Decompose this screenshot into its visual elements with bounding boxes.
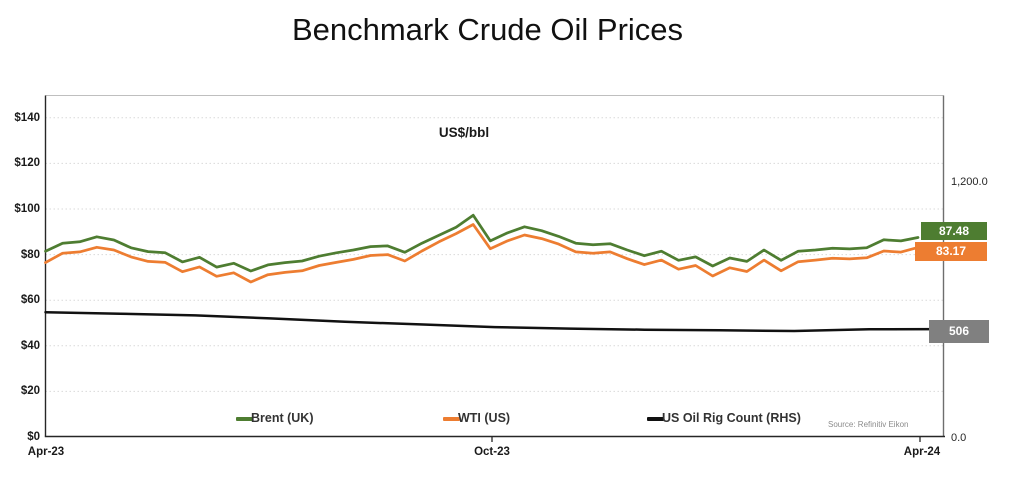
wti-line: [44, 223, 920, 284]
y-axis-tick-label: $20: [20, 385, 40, 398]
y-axis-tick-label: $40: [20, 339, 40, 352]
rig-count-legend-label: US Oil Rig Count (RHS): [662, 411, 801, 425]
unit-label: US$/bbl: [438, 125, 490, 140]
y-axis-tick-label: $0: [27, 431, 40, 443]
x-tick-label-apr23: Apr-23: [27, 446, 65, 458]
wti-value-badge: 83.17: [915, 242, 987, 261]
wti-legend-swatch: [443, 417, 460, 421]
x-axis-ticks: [491, 436, 921, 442]
gridlines: [45, 117, 944, 392]
brent-legend-swatch: [236, 417, 253, 421]
y-axis-tick-label: $60: [20, 294, 40, 307]
y-axis-tick-label: $140: [14, 111, 40, 124]
source-note: Source: Refinitiv Eikon: [828, 420, 909, 429]
y-axis-tick-label: $100: [14, 203, 40, 215]
brent-value-badge: 87.48: [921, 222, 987, 240]
y-axis-tick-label: $80: [20, 248, 40, 261]
brent-legend-label: Brent (UK): [251, 411, 314, 425]
y-axis-tick-label: $120: [14, 157, 40, 170]
x-tick-label-apr24: Apr-24: [903, 446, 941, 458]
rig-count-value-badge: 506: [929, 320, 989, 343]
brent-line: [44, 213, 920, 273]
chart-title: Benchmark Crude Oil Prices: [291, 12, 684, 47]
rig-count-line: [44, 310, 946, 333]
rig-count-legend-swatch: [647, 417, 664, 421]
right-axis-tick-label: 1,200.0: [951, 176, 988, 188]
right-axis-tick-label: 0.0: [951, 432, 967, 444]
x-tick-label-oct23: Oct-23: [474, 446, 510, 458]
wti-legend-label: WTI (US): [458, 411, 511, 425]
